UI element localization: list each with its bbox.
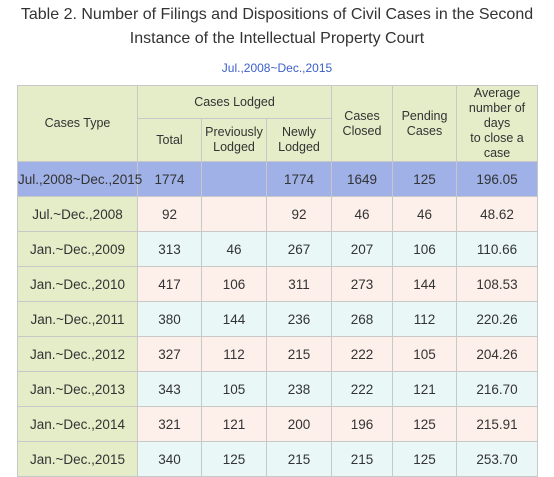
table-row: Jan.~Dec.,2011 380 144 236 268 112 220.2… bbox=[17, 301, 539, 337]
cell-previously-lodged: 125 bbox=[201, 441, 267, 477]
cell-newly-lodged: 200 bbox=[265, 406, 333, 442]
table-title: Table 2. Number of Filings and Dispositi… bbox=[0, 3, 554, 51]
cell-newly-lodged: 267 bbox=[265, 231, 333, 267]
cell-total: 380 bbox=[137, 301, 202, 337]
header-previously-lodged: Previously Lodged bbox=[201, 118, 267, 162]
cell-cases-closed: 222 bbox=[331, 371, 394, 407]
header-cases-lodged: Cases Lodged bbox=[136, 84, 333, 120]
cell-average-days: 48.62 bbox=[456, 196, 539, 232]
cell-previously-lodged: 105 bbox=[201, 371, 267, 407]
cell-cases-closed: 1649 bbox=[331, 161, 394, 197]
table-row: Jan.~Dec.,2012 327 112 215 222 105 204.2… bbox=[17, 336, 539, 372]
cell-average-days: 216.70 bbox=[456, 371, 539, 407]
table-row: Jan.~Dec.,2014 321 121 200 196 125 215.9… bbox=[17, 406, 539, 442]
cell-total: 313 bbox=[137, 231, 202, 267]
cell-average-days: 110.66 bbox=[456, 231, 539, 267]
table-row: Jan.~Dec.,2009 313 46 267 207 106 110.66 bbox=[17, 231, 539, 267]
cell-newly-lodged: 215 bbox=[265, 441, 333, 477]
cell-previously-lodged: 144 bbox=[201, 301, 267, 337]
header-average-days: Average number of days to close a case bbox=[456, 85, 539, 162]
cell-previously-lodged: 106 bbox=[201, 266, 267, 302]
cell-cases-closed: 207 bbox=[331, 231, 394, 267]
cell-pending-cases: 105 bbox=[392, 336, 458, 372]
cell-cases-closed: 46 bbox=[331, 196, 394, 232]
cell-average-days: 253.70 bbox=[456, 441, 539, 477]
cell-total: 417 bbox=[137, 266, 202, 302]
cell-previously-lodged bbox=[201, 196, 267, 232]
cell-newly-lodged: 238 bbox=[265, 371, 333, 407]
cell-cases-closed: 222 bbox=[331, 336, 394, 372]
table-row: Jan.~Dec.,2010 417 106 311 273 144 108.5… bbox=[17, 266, 539, 302]
header-total: Total bbox=[137, 118, 202, 162]
cell-period: Jul.~Dec.,2008 bbox=[17, 196, 138, 232]
header-cases-closed-line-1: Cases bbox=[344, 108, 380, 123]
cell-newly-lodged: 1774 bbox=[265, 161, 333, 197]
period-subtitle: Jul.,2008~Dec.,2015 bbox=[221, 61, 333, 75]
cell-total: 92 bbox=[137, 196, 202, 232]
cell-newly-lodged: 236 bbox=[265, 301, 333, 337]
cell-cases-closed: 268 bbox=[331, 301, 394, 337]
cell-pending-cases: 144 bbox=[392, 266, 458, 302]
table-row: Jan.~Dec.,2015 340 125 215 215 125 253.7… bbox=[17, 441, 539, 477]
cell-previously-lodged: 121 bbox=[201, 406, 267, 442]
cell-average-days: 220.26 bbox=[456, 301, 539, 337]
cell-average-days: 108.53 bbox=[456, 266, 539, 302]
cell-total: 321 bbox=[137, 406, 202, 442]
cell-pending-cases: 46 bbox=[392, 196, 458, 232]
cell-average-days: 204.26 bbox=[456, 336, 539, 372]
cell-period: Jan.~Dec.,2011 bbox=[17, 301, 138, 337]
cell-period: Jul.,2008~Dec.,2015 bbox=[17, 161, 142, 197]
cell-previously-lodged: 112 bbox=[201, 336, 267, 372]
cell-pending-cases: 125 bbox=[392, 406, 458, 442]
cell-total: 1774 bbox=[137, 161, 202, 197]
cell-average-days: 215.91 bbox=[456, 406, 539, 442]
cell-previously-lodged bbox=[201, 161, 267, 197]
table-row: Jul.~Dec.,2008 92 92 46 46 48.62 bbox=[17, 196, 539, 232]
cell-period: Jan.~Dec.,2014 bbox=[17, 406, 138, 442]
header-pending-cases-line-2: Cases bbox=[406, 123, 443, 138]
header-average-days-line-3: to close a case bbox=[470, 131, 524, 160]
cell-pending-cases: 121 bbox=[392, 371, 458, 407]
cell-newly-lodged: 92 bbox=[265, 196, 333, 232]
cell-period: Jan.~Dec.,2013 bbox=[17, 371, 138, 407]
cell-period: Jan.~Dec.,2015 bbox=[17, 441, 138, 477]
header-newly-lodged: Newly Lodged bbox=[265, 118, 333, 162]
cell-period: Jan.~Dec.,2009 bbox=[17, 231, 138, 267]
cell-cases-closed: 273 bbox=[331, 266, 394, 302]
cell-newly-lodged: 215 bbox=[265, 336, 333, 372]
header-previously-lodged-line-1: Previously bbox=[205, 125, 263, 140]
header-average-days-line-2: number of days bbox=[468, 101, 526, 130]
civil-cases-table: Cases Type Cases Lodged Cases Closed Pen… bbox=[17, 84, 539, 477]
cell-cases-closed: 196 bbox=[331, 406, 394, 442]
cell-total: 340 bbox=[137, 441, 202, 477]
cell-newly-lodged: 311 bbox=[265, 266, 333, 302]
cell-average-days: 196.05 bbox=[456, 161, 539, 197]
cell-total: 327 bbox=[137, 336, 202, 372]
header-pending-cases-line-1: Pending bbox=[401, 108, 448, 123]
cell-pending-cases: 125 bbox=[392, 161, 458, 197]
table-title-line-2: Instance of the Intellectual Property Co… bbox=[129, 30, 425, 47]
cell-cases-closed: 215 bbox=[331, 441, 394, 477]
header-pending-cases: Pending Cases bbox=[392, 85, 458, 162]
table-row: Jan.~Dec.,2013 343 105 238 222 121 216.7… bbox=[17, 371, 539, 407]
header-average-days-line-1: Average bbox=[473, 86, 521, 100]
header-previously-lodged-line-2: Lodged bbox=[213, 140, 255, 155]
header-newly-lodged-line-1: Newly bbox=[281, 125, 317, 140]
cell-previously-lodged: 46 bbox=[201, 231, 267, 267]
header-cases-closed: Cases Closed bbox=[331, 85, 394, 162]
cell-pending-cases: 106 bbox=[392, 231, 458, 267]
table-title-line-1: Table 2. Number of Filings and Dispositi… bbox=[20, 6, 534, 23]
table-row-total: Jul.,2008~Dec.,2015 1774 1774 1649 125 1… bbox=[17, 161, 539, 197]
cell-pending-cases: 125 bbox=[392, 441, 458, 477]
cell-total: 343 bbox=[137, 371, 202, 407]
header-newly-lodged-line-2: Lodged bbox=[278, 140, 320, 155]
cell-period: Jan.~Dec.,2012 bbox=[17, 336, 138, 372]
header-cases-closed-line-2: Closed bbox=[342, 123, 382, 138]
cell-period: Jan.~Dec.,2010 bbox=[17, 266, 138, 302]
cell-pending-cases: 112 bbox=[392, 301, 458, 337]
header-cases-type: Cases Type bbox=[17, 85, 138, 162]
